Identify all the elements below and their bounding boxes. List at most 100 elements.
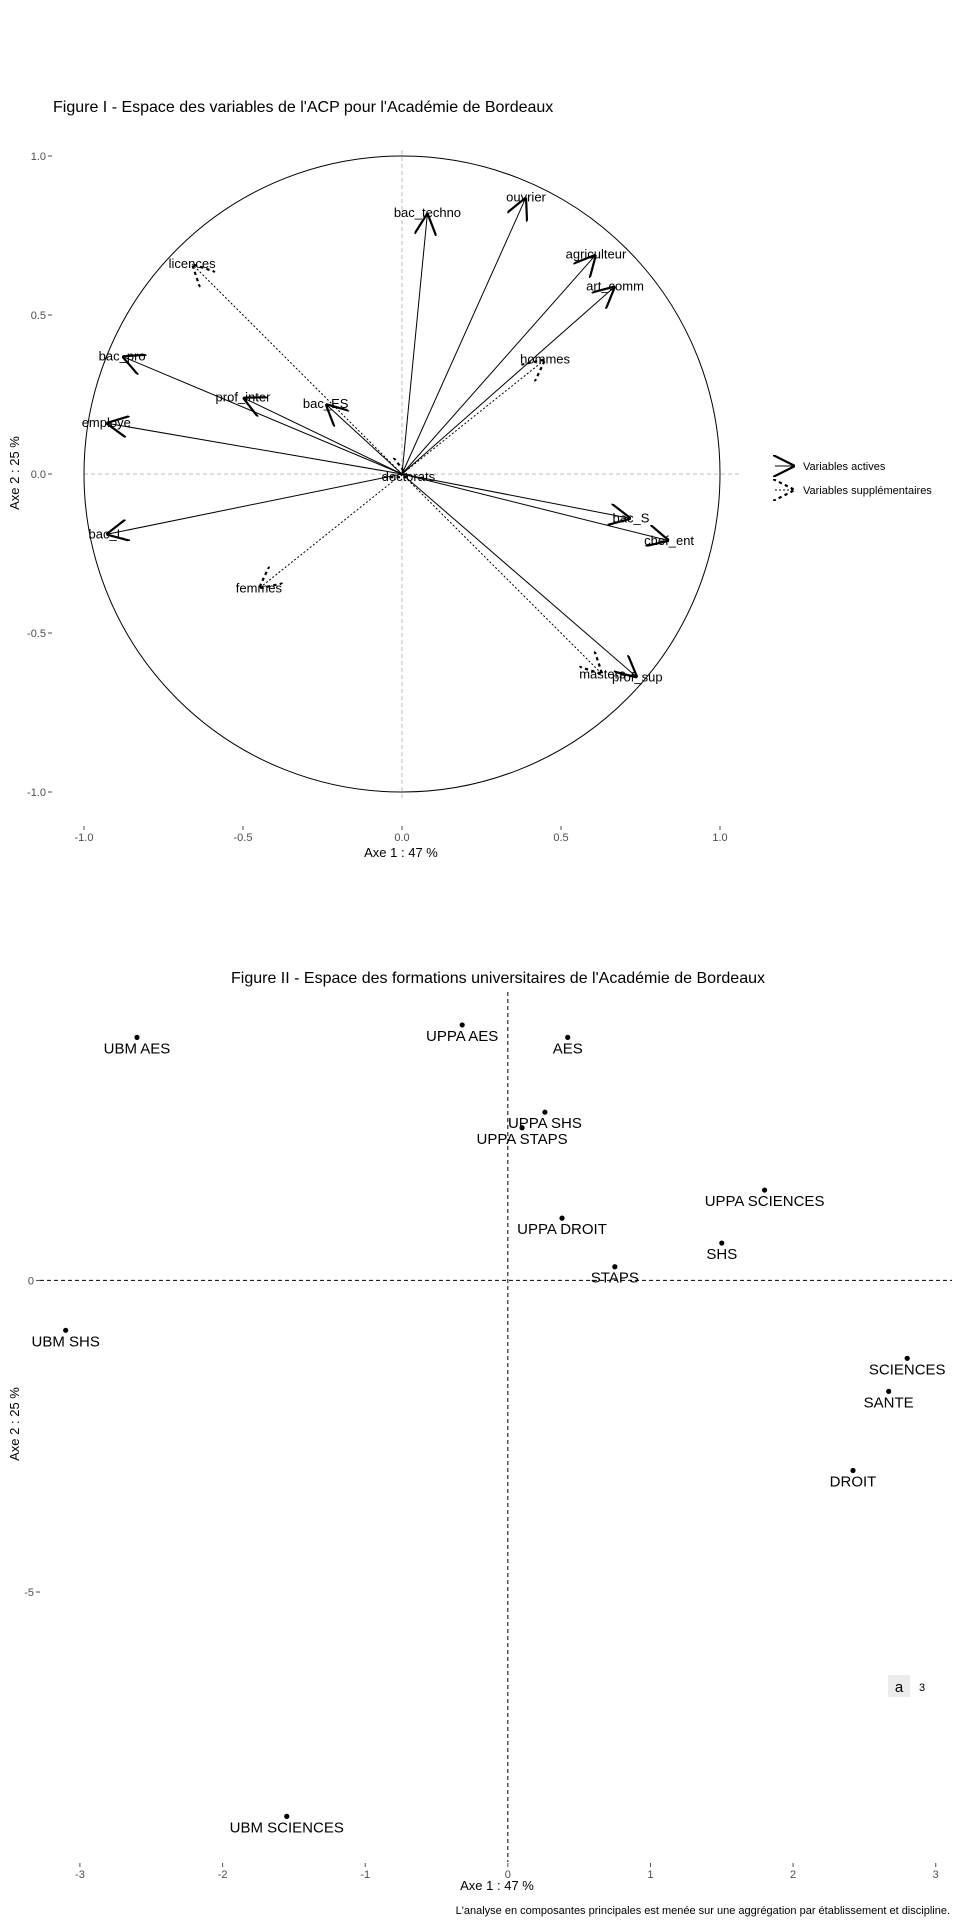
arrow-bac-s: [401, 473, 631, 519]
label-masters: masters: [579, 666, 626, 681]
fig2-x-axis: -3 -2 -1 0 1 2 3: [75, 1863, 939, 1881]
arrow-bac-techno: [401, 213, 427, 475]
arrow-ouvrier: [401, 197, 526, 475]
fig2-x-tick-label: 1: [647, 1869, 653, 1881]
fig2-x-tick-label: -3: [75, 1869, 85, 1881]
figure-1: Figure I - Espace des variables de l'ACP…: [7, 99, 932, 860]
fig2-x-tick-label: 3: [933, 1869, 939, 1881]
point-label-droit: DROIT: [830, 1474, 877, 1491]
point-uppa-staps: [519, 1125, 525, 1131]
fig1-correlation-circle: [83, 155, 721, 793]
label-agriculteur: agriculteur: [566, 247, 627, 262]
point-ubm-sciences: [284, 1813, 290, 1819]
label-doctorats: doctorats: [382, 469, 436, 484]
label-hommes: hommes: [520, 352, 570, 367]
fig2-y-tick-label: -5: [24, 1587, 34, 1599]
fig1-x-tick-label: 0.0: [394, 832, 409, 844]
fig2-x-tick-label: 2: [790, 1869, 796, 1881]
point-uppa-aes: [459, 1022, 465, 1028]
label-prof-sup: prof_sup: [612, 670, 663, 685]
fig1-x-tick-label: -1.0: [75, 832, 94, 844]
point-label-sciences: SCIENCES: [869, 1361, 946, 1378]
point-label-uppa-aes: UPPA AES: [426, 1028, 498, 1045]
fig1-y-axis: -1.0 -0.5 0.0 0.5 1.0: [27, 151, 52, 799]
point-label-uppa-staps: UPPA STAPS: [477, 1131, 568, 1148]
point-shs: [719, 1240, 725, 1246]
fig2-legend-key: [888, 1675, 910, 1697]
point-label-uppa-sciences: UPPA SCIENCES: [705, 1193, 825, 1210]
point-label-uppa-droit: UPPA DROIT: [517, 1221, 607, 1238]
label-ouvrier: ouvrier: [506, 189, 546, 204]
fig1-variable-labels: ouvrier bac_techno agriculteur art_comm bac_…: [82, 189, 695, 684]
point-label-aes: AES: [553, 1040, 583, 1057]
arrow-hommes: [401, 360, 545, 475]
fig2-caption: L'analyse en composantes principales est…: [456, 1905, 950, 1917]
fig1-y-axis-title: Axe 2 : 25 %: [7, 436, 22, 510]
fig1-y-tick-label: -1.0: [27, 787, 46, 799]
point-staps: [612, 1264, 618, 1270]
fig2-x-tick-label: -1: [360, 1869, 370, 1881]
arrow-chef-ent: [401, 473, 669, 541]
label-prof-inter: prof_inter: [216, 390, 272, 405]
label-art-comm: art_comm: [586, 278, 644, 293]
fig2-x-tick-label: -2: [218, 1869, 228, 1881]
fig2-y-axis: -5 0: [24, 1275, 40, 1599]
legend-active-label: Variables actives: [803, 461, 886, 473]
fig2-legend-label: 3: [919, 1682, 925, 1694]
fig2-y-tick-label: 0: [28, 1275, 34, 1287]
point-label-ubm-shs: UBM SHS: [31, 1333, 99, 1350]
label-bac-pro: bac_pro: [99, 348, 146, 363]
label-femmes: femmes: [236, 580, 283, 595]
fig1-y-tick-label: 0.5: [31, 310, 46, 322]
arrow-bac-l: [106, 473, 403, 534]
arrow-agriculteur: [401, 255, 596, 475]
arrow-prof-sup: [401, 473, 637, 678]
fig2-legend-key-text: a: [895, 1679, 904, 1696]
arrow-bac-pro: [122, 356, 403, 475]
point-ubm-aes: [134, 1034, 140, 1040]
label-bac-techno: bac_techno: [394, 205, 461, 220]
arrow-art-comm: [401, 286, 615, 475]
fig2-y-axis-title: Axe 2 : 25 %: [7, 1387, 22, 1461]
fig1-x-tick-label: 0.5: [553, 832, 568, 844]
fig1-x-axis-title: Axe 1 : 47 %: [364, 845, 438, 860]
arrow-masters: [401, 473, 602, 674]
point-aes: [565, 1034, 571, 1040]
fig1-legend: Variables actives Variables supplémentai…: [775, 461, 932, 497]
point-label-ubm-sciences: UBM SCIENCES: [230, 1819, 344, 1836]
point-uppa-sciences: [761, 1187, 768, 1193]
point-label-staps: STAPS: [591, 1270, 639, 1287]
label-bac-l: bac_L: [89, 526, 124, 541]
fig2-x-tick-label: 0: [505, 1869, 511, 1881]
arrow-femmes: [259, 473, 403, 588]
label-bac-es: bac_ES: [303, 396, 349, 411]
label-employe: employe: [82, 415, 131, 430]
fig1-x-tick-label: -0.5: [234, 832, 253, 844]
fig1-y-tick-label: 0.0: [31, 469, 46, 481]
arrow-bac-es: [326, 404, 403, 475]
point-label-shs: SHS: [706, 1246, 737, 1263]
fig1-y-tick-label: -0.5: [27, 628, 46, 640]
point-label-sante: SANTE: [864, 1394, 914, 1411]
arrow-employe: [106, 423, 403, 475]
legend-supplementary-label: Variables supplémentaires: [803, 485, 932, 497]
figure-2: Figure II - Espace des formations univer…: [7, 970, 952, 1917]
point-uppa-droit: [559, 1215, 565, 1221]
arrow-licences: [192, 264, 403, 475]
fig1-x-tick-label: 1.0: [712, 832, 727, 844]
fig1-x-axis: -1.0 -0.5 0.0 0.5 1.0: [75, 826, 728, 844]
fig2-reference-lines: [40, 992, 952, 1862]
arrow-prof-inter: [243, 398, 403, 475]
point-ubm-shs: [63, 1327, 69, 1333]
fig1-y-tick-label: 1.0: [31, 151, 46, 163]
point-droit: [850, 1467, 856, 1474]
fig2-points: [63, 1022, 910, 1819]
point-sciences: [904, 1355, 910, 1361]
fig1-variable-arrows: [106, 197, 669, 677]
point-label-ubm-aes: UBM AES: [104, 1040, 171, 1057]
point-sante: [886, 1388, 892, 1394]
point-label-uppa-shs: UPPA SHS: [508, 1115, 582, 1132]
fig2-title: Figure II - Espace des formations univer…: [231, 970, 765, 987]
